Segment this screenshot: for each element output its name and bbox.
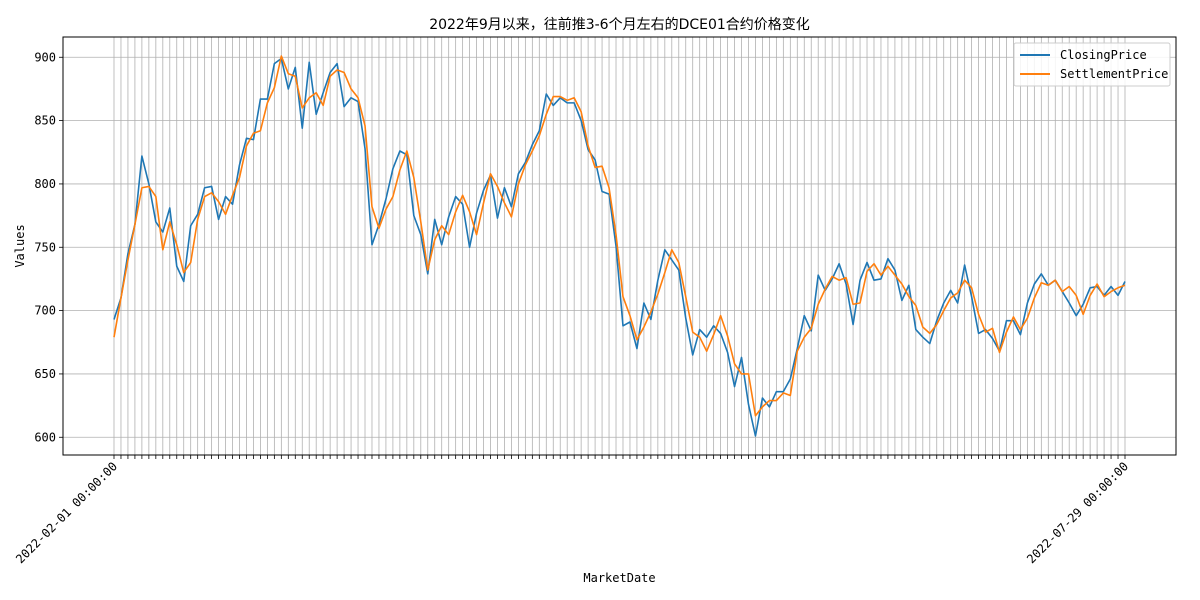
legend-box	[1013, 42, 1171, 87]
y-tick-label: 850	[34, 114, 56, 128]
legend-label-closing: ClosingPrice	[1060, 48, 1147, 62]
y-tick-label: 650	[34, 367, 56, 381]
y-tick-label: 900	[34, 50, 56, 64]
grid-layer	[63, 37, 1176, 455]
x-axis-title: MarketDate	[583, 571, 655, 585]
y-tick-label: 800	[34, 177, 56, 191]
y-axis-title: Values	[13, 224, 27, 267]
series-line-settlementprice	[113, 55, 1126, 417]
y-tick-label: 750	[34, 240, 56, 254]
plot-frame	[62, 36, 1177, 456]
y-tick-label: 600	[34, 430, 56, 444]
y-tick-label: 700	[34, 304, 56, 318]
legend: ClosingPrice SettlementPrice	[1013, 42, 1171, 87]
series-line-closingprice	[113, 57, 1126, 437]
chart-title: 2022年9月以来，往前推3-6个月左右的DCE01合约价格变化	[429, 16, 810, 33]
series-layer	[113, 55, 1126, 437]
legend-label-settlement: SettlementPrice	[1060, 67, 1168, 81]
